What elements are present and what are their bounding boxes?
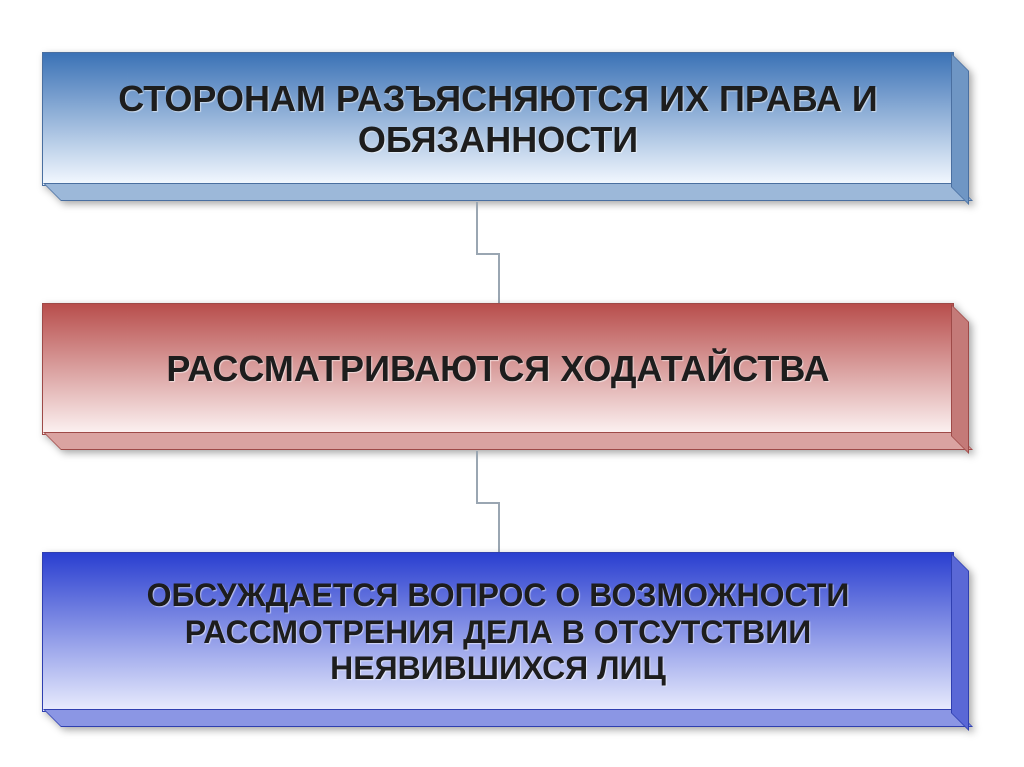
connector-segment	[498, 253, 500, 304]
process-block-1-label: СТОРОНАМ РАЗЪЯСНЯЮТСЯ ИХ ПРАВА И ОБЯЗАНН…	[65, 78, 931, 161]
process-block-3: ОБСУЖДАЕТСЯ ВОПРОС О ВОЗМОЖНОСТИ РАССМОТ…	[42, 552, 954, 712]
connector-segment	[476, 451, 478, 502]
connector-segment	[498, 502, 500, 553]
connector-segment	[476, 202, 478, 253]
connector-segment	[476, 253, 500, 255]
process-block-2-label: РАССМАТРИВАЮТСЯ ХОДАТАЙСТВА	[166, 348, 829, 389]
diagram-stage: СТОРОНАМ РАЗЪЯСНЯЮТСЯ ИХ ПРАВА И ОБЯЗАНН…	[0, 0, 1024, 767]
process-block-1: СТОРОНАМ РАЗЪЯСНЯЮТСЯ ИХ ПРАВА И ОБЯЗАНН…	[42, 52, 954, 186]
process-block-3-label: ОБСУЖДАЕТСЯ ВОПРОС О ВОЗМОЖНОСТИ РАССМОТ…	[65, 577, 931, 687]
connector-segment	[476, 502, 500, 504]
process-block-2: РАССМАТРИВАЮТСЯ ХОДАТАЙСТВА	[42, 303, 954, 435]
